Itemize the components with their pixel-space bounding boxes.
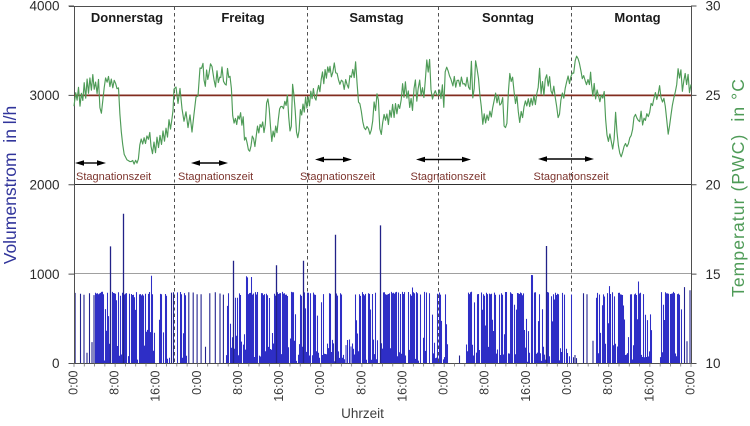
svg-text:Stagnationszeit: Stagnationszeit <box>178 171 253 183</box>
svg-text:Donnerstag: Donnerstag <box>91 10 163 25</box>
svg-text:8:00: 8:00 <box>231 370 245 394</box>
svg-text:20: 20 <box>706 177 721 192</box>
svg-text:16:00: 16:00 <box>519 370 533 401</box>
svg-text:Stagnationszeit: Stagnationszeit <box>76 171 151 183</box>
svg-text:0:00: 0:00 <box>66 370 80 394</box>
svg-text:10: 10 <box>706 356 721 371</box>
svg-text:16:00: 16:00 <box>642 370 656 401</box>
svg-text:Uhrzeit: Uhrzeit <box>341 406 384 421</box>
svg-text:0:00: 0:00 <box>190 370 204 394</box>
svg-text:25: 25 <box>706 88 721 103</box>
svg-text:0:00: 0:00 <box>560 370 574 394</box>
svg-text:16:00: 16:00 <box>149 370 163 401</box>
svg-text:0:00: 0:00 <box>683 370 697 394</box>
svg-text:3000: 3000 <box>29 88 59 103</box>
svg-text:1000: 1000 <box>29 267 59 282</box>
svg-text:Samstag: Samstag <box>349 10 403 25</box>
svg-text:15: 15 <box>706 267 721 282</box>
svg-text:Stagnationszeit: Stagnationszeit <box>411 171 486 183</box>
svg-text:8:00: 8:00 <box>601 370 615 394</box>
svg-text:0: 0 <box>52 356 60 371</box>
svg-text:Temperatur (PWC) in °C: Temperatur (PWC) in °C <box>728 78 748 297</box>
svg-text:8:00: 8:00 <box>108 370 122 394</box>
svg-text:8:00: 8:00 <box>354 370 368 394</box>
svg-text:Stagnationszeit: Stagnationszeit <box>534 171 609 183</box>
svg-text:Freitag: Freitag <box>221 10 264 25</box>
svg-text:30: 30 <box>706 0 721 14</box>
svg-text:0:00: 0:00 <box>437 370 451 394</box>
svg-text:Stagnationszeit: Stagnationszeit <box>300 171 375 183</box>
svg-text:8:00: 8:00 <box>478 370 492 394</box>
svg-text:4000: 4000 <box>29 0 59 14</box>
svg-text:Sonntag: Sonntag <box>482 10 534 25</box>
svg-text:2000: 2000 <box>29 177 59 192</box>
svg-text:Montag: Montag <box>614 10 660 25</box>
svg-text:16:00: 16:00 <box>396 370 410 401</box>
svg-text:Volumenstrom in l/h: Volumenstrom in l/h <box>0 106 20 265</box>
svg-text:16:00: 16:00 <box>272 370 286 401</box>
svg-text:0:00: 0:00 <box>313 370 327 394</box>
